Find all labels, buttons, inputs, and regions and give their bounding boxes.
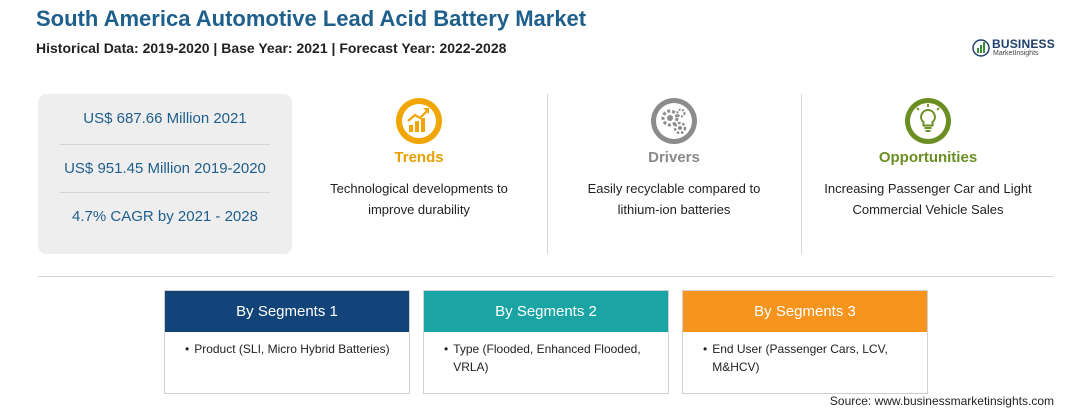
source-credit: Source: www.businessmarketinsights.com — [829, 394, 1054, 408]
page-subtitle: Historical Data: 2019-2020 | Base Year: … — [36, 40, 507, 56]
stats-panel: US$ 687.66 Million 2021 US$ 951.45 Milli… — [38, 94, 292, 254]
opportunities-text: Increasing Passenger Car and Light Comme… — [824, 181, 1032, 217]
logo-globe-icon — [972, 39, 990, 57]
opportunities-heading: Opportunities — [878, 149, 978, 166]
segment-1-text: Product (SLI, Micro Hybrid Batteries) — [194, 342, 390, 356]
column-divider — [801, 94, 802, 254]
segment-3-item: • End User (Passenger Cars, LCV, M&HCV) — [683, 332, 927, 376]
segment-3-text: End User (Passenger Cars, LCV, M&HCV) — [712, 342, 888, 374]
segment-card-1: By Segments 1 • Product (SLI, Micro Hybr… — [164, 290, 410, 394]
trends-heading: Trends — [394, 149, 444, 166]
stat-divider — [60, 192, 270, 193]
segment-card-3: By Segments 3 • End User (Passenger Cars… — [682, 290, 928, 394]
page-title: South America Automotive Lead Acid Batte… — [36, 6, 587, 31]
bullet-icon: • — [185, 342, 190, 356]
segment-3-heading: By Segments 3 — [683, 291, 927, 332]
drivers-heading: Drivers — [648, 149, 700, 166]
segment-2-text: Type (Flooded, Enhanced Flooded, VRLA) — [453, 342, 641, 374]
chart-growth-icon — [394, 96, 444, 146]
logo: BUSINESS MarketInsights — [972, 36, 1062, 62]
logo-brand: BUSINESS — [992, 37, 1055, 51]
drivers-text: Easily recyclable compared to lithium-io… — [587, 181, 761, 217]
stat-market-2021: US$ 687.66 Million 2021 — [83, 110, 247, 127]
trends-text: Technological developments to improve du… — [330, 181, 508, 217]
segment-2-item: • Type (Flooded, Enhanced Flooded, VRLA) — [424, 332, 668, 376]
stat-divider — [60, 144, 270, 145]
column-divider — [547, 94, 548, 254]
segment-1-heading: By Segments 1 — [165, 291, 409, 332]
gears-icon — [649, 96, 699, 146]
logo-tagline: MarketInsights — [993, 50, 1039, 57]
segment-card-2: By Segments 2 • Type (Flooded, Enhanced … — [423, 290, 669, 394]
section-divider — [38, 276, 1054, 277]
bullet-icon: • — [703, 342, 708, 356]
stat-cagr: 4.7% CAGR by 2021 - 2028 — [72, 208, 258, 225]
bullet-icon: • — [444, 342, 449, 356]
segment-1-item: • Product (SLI, Micro Hybrid Batteries) — [165, 332, 409, 358]
segment-2-heading: By Segments 2 — [424, 291, 668, 332]
stat-market-historical: US$ 951.45 Million 2019-2020 — [64, 160, 266, 177]
lightbulb-icon — [903, 96, 953, 146]
